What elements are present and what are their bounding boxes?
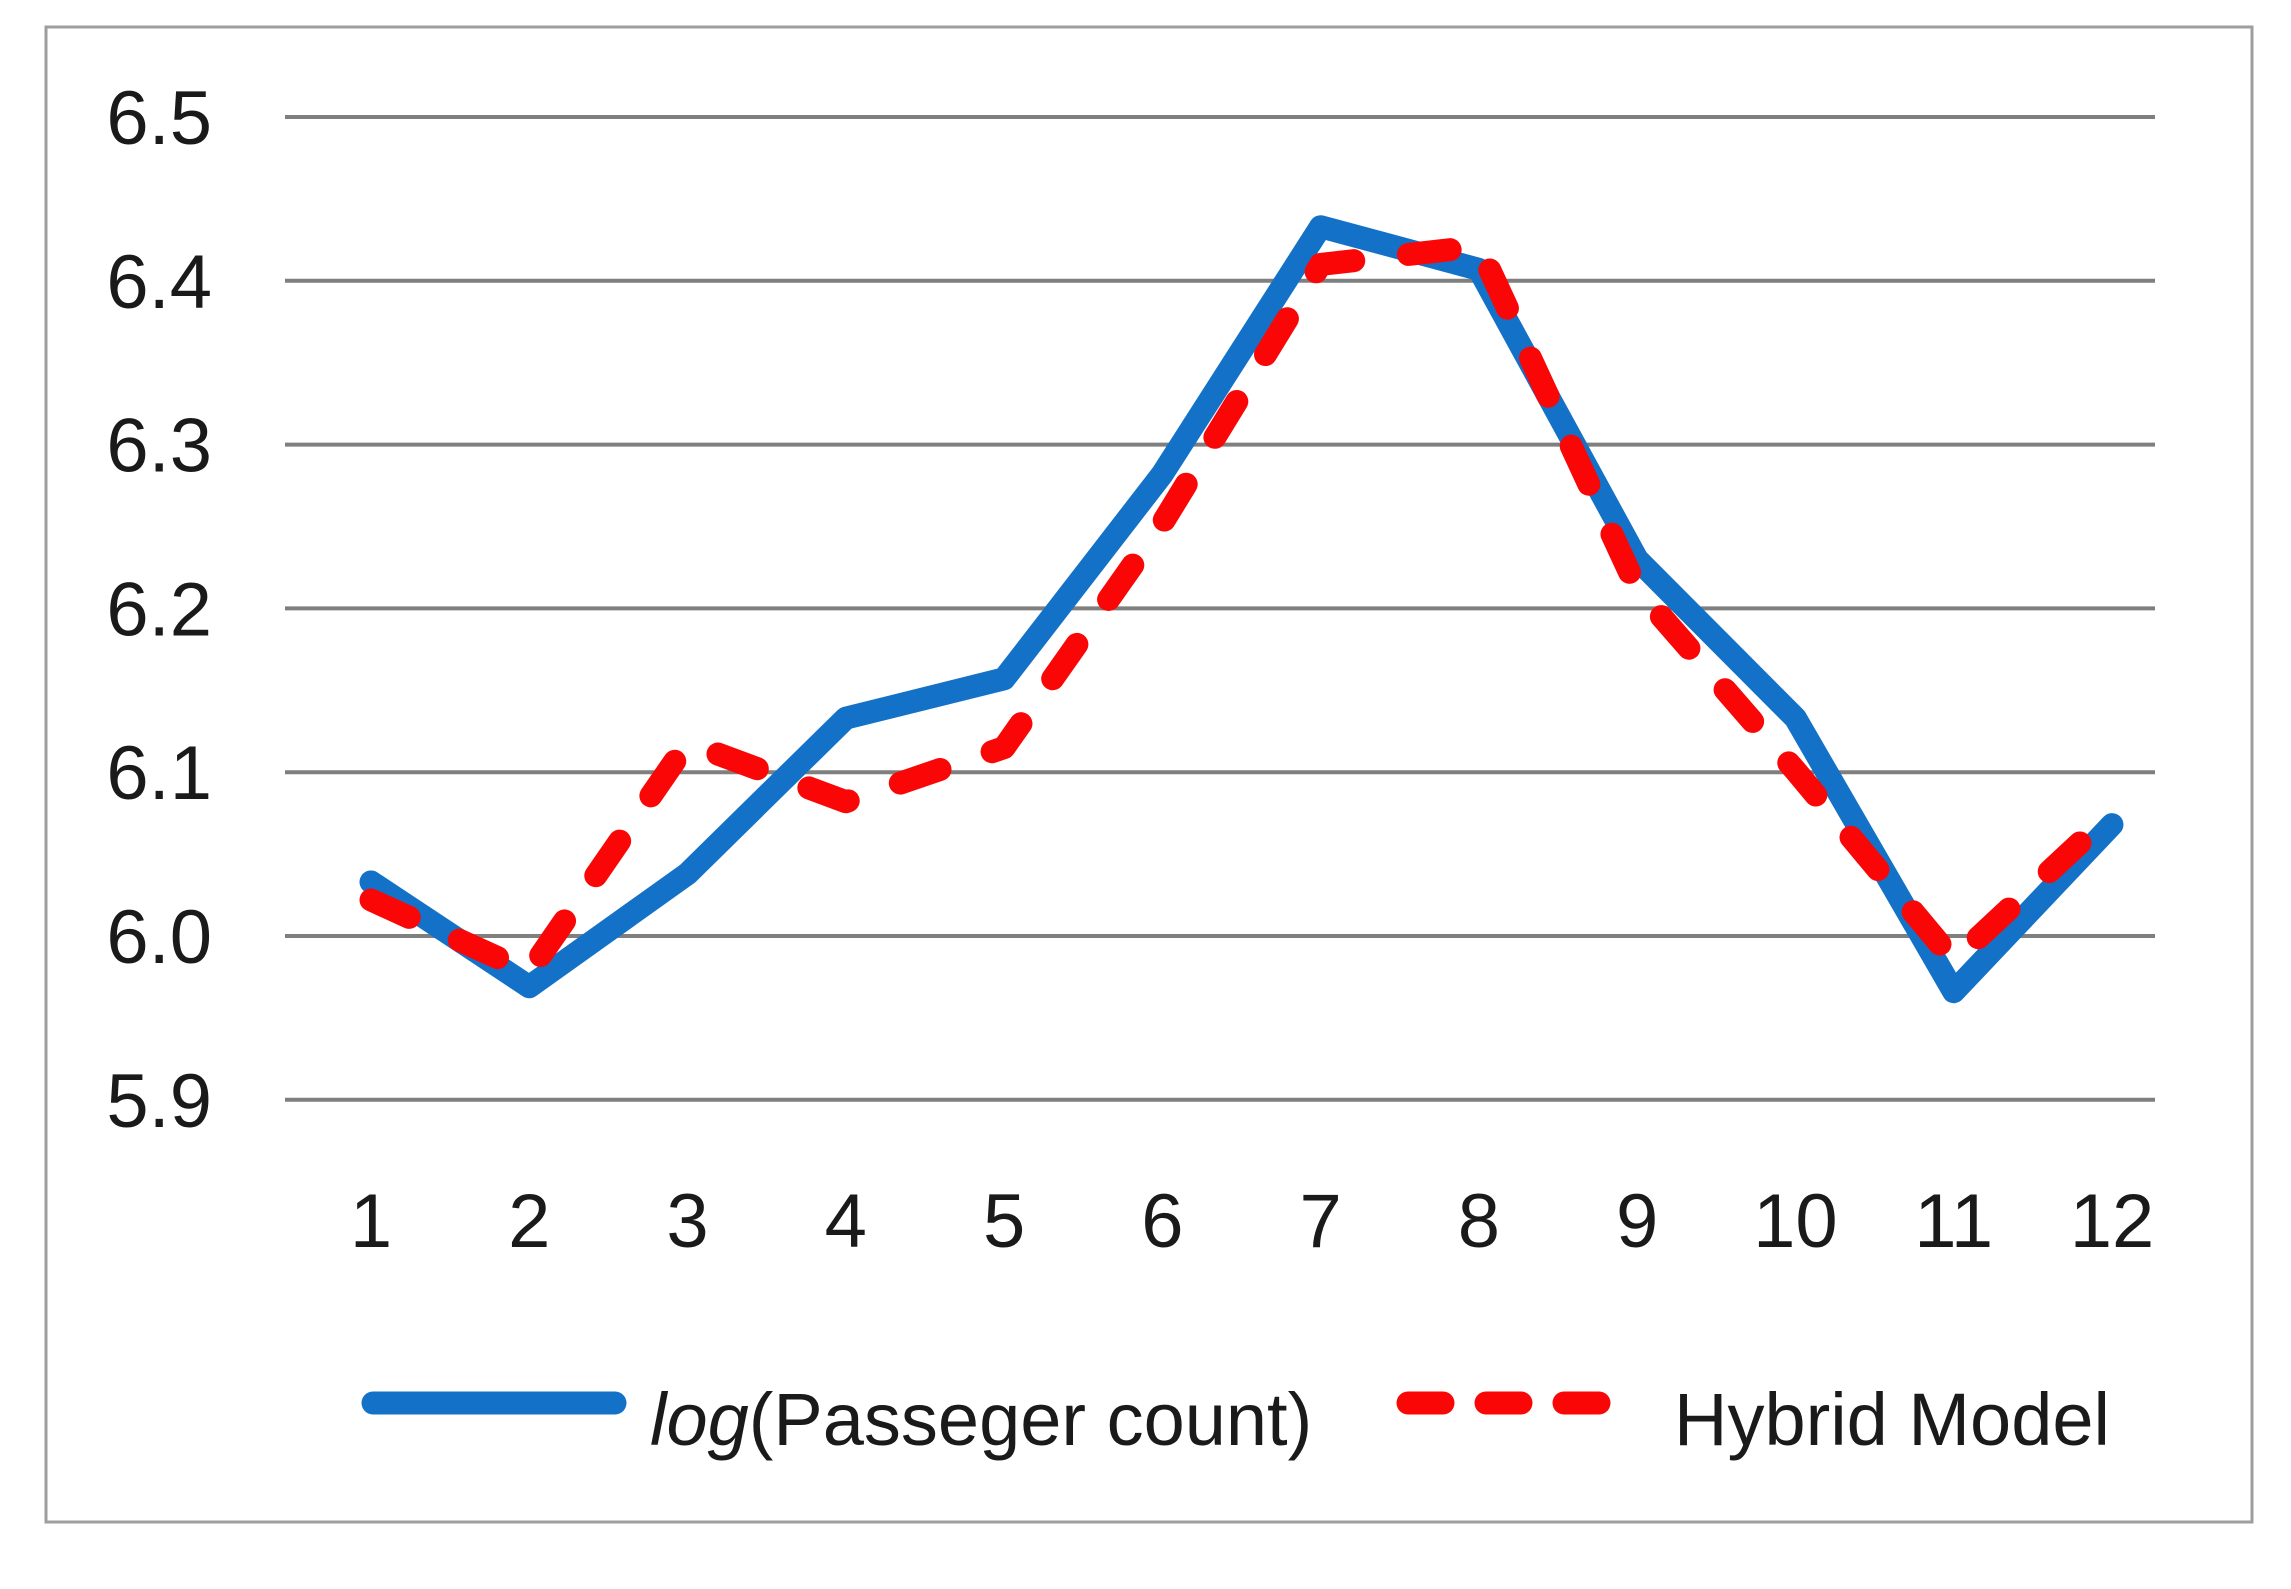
y-tick-label-6.0: 6.0: [106, 895, 212, 980]
legend-label-series-0-regular: (Passeger count): [749, 1378, 1313, 1461]
x-tick-label-1: 1: [350, 1179, 392, 1264]
legend-label-series-1: Hybrid Model: [1674, 1378, 2110, 1461]
x-tick-label-2: 2: [508, 1179, 550, 1264]
y-tick-label-6.1: 6.1: [106, 731, 212, 816]
x-tick-label-11: 11: [1914, 1179, 1993, 1264]
series-line-hybrid-model: [359, 234, 2124, 984]
x-tick-label-9: 9: [1616, 1179, 1658, 1264]
y-tick-label-6.3: 6.3: [106, 404, 212, 489]
x-tick-label-7: 7: [1299, 1179, 1341, 1264]
x-tick-label-5: 5: [983, 1179, 1025, 1264]
x-tick-label-12: 12: [2070, 1179, 2155, 1264]
x-tick-label-4: 4: [825, 1179, 867, 1264]
x-tick-label-10: 10: [1753, 1179, 1838, 1264]
x-tick-label-6: 6: [1141, 1179, 1183, 1264]
legend-label-series-0: log(Passeger count): [650, 1378, 1312, 1461]
series-line-log-passeger-count: [359, 215, 2124, 1004]
chart-frame: [44, 25, 2254, 1524]
y-tick-label-6.4: 6.4: [106, 240, 212, 325]
y-tick-label-6.5: 6.5: [106, 76, 212, 161]
x-tick-label-3: 3: [666, 1179, 708, 1264]
y-tick-label-5.9: 5.9: [106, 1059, 212, 1144]
legend-label-series-0-italic: log: [650, 1378, 749, 1461]
y-tick-label-6.2: 6.2: [106, 567, 212, 652]
x-tick-label-8: 8: [1458, 1179, 1500, 1264]
